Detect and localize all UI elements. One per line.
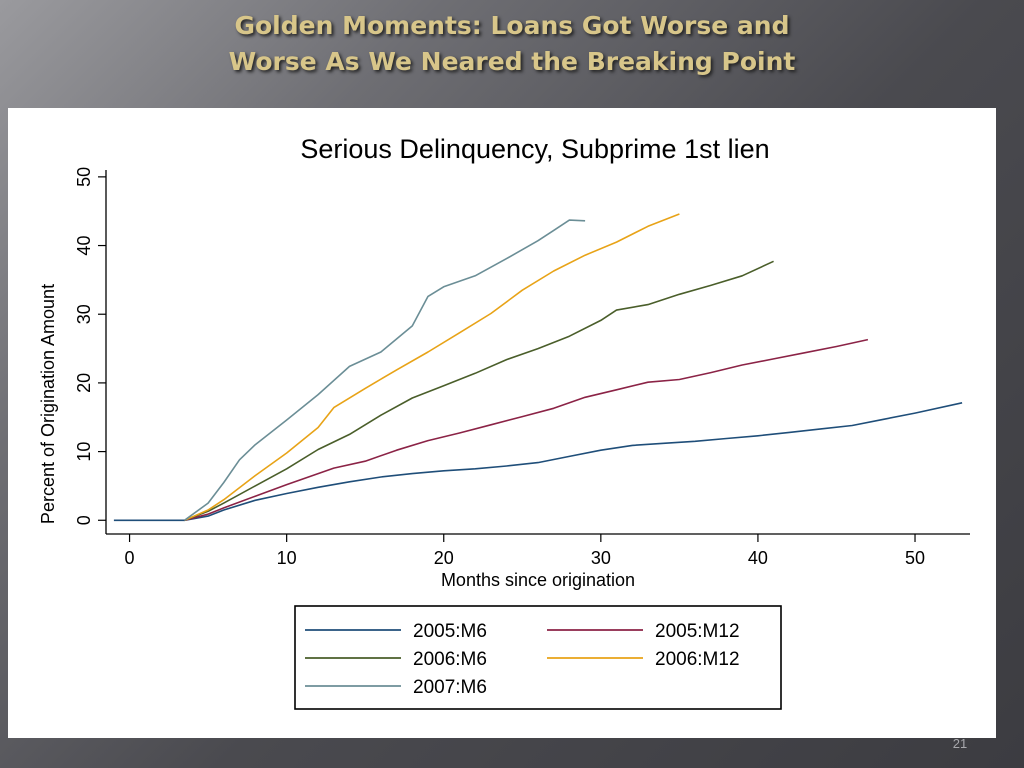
legend-label-2006-m12: 2006:M12	[655, 649, 740, 670]
y-tick-label: 30	[74, 304, 94, 324]
slide-number: 21	[952, 736, 968, 751]
series-line-2006-m12	[184, 213, 680, 522]
x-tick-label: 50	[905, 548, 925, 568]
y-tick-label: 0	[74, 515, 94, 525]
x-tick-label: 10	[277, 548, 297, 568]
slide-title-line-2: Worse As We Neared the Breaking Point	[228, 47, 796, 76]
legend-label-2005-m12: 2005:M12	[655, 621, 740, 642]
x-tick-label: 30	[591, 548, 611, 568]
y-tick-label: 50	[74, 167, 94, 187]
y-tick-label: 40	[74, 236, 94, 256]
series-lines	[113, 213, 963, 522]
legend-label-2005-m6: 2005:M6	[413, 621, 487, 642]
series-line-2005-m12	[184, 338, 869, 522]
chart-title: Serious Delinquency, Subprime 1st lien	[300, 134, 769, 164]
legend-label-2006-m6: 2006:M6	[413, 649, 487, 670]
delinquency-chart: Serious Delinquency, Subprime 1st lien P…	[38, 134, 970, 710]
y-axis-label: Percent of Origination Amount	[38, 284, 58, 524]
x-tick-label: 0	[125, 548, 135, 568]
series-line-2007-m6	[184, 219, 586, 521]
chart-panel: Serious Delinquency, Subprime 1st lien P…	[8, 108, 996, 738]
slide-title: Golden Moments: Loans Got Worse and Wors…	[0, 8, 1024, 80]
series-line-2005-m6	[113, 402, 963, 522]
series-line-2006-m6	[184, 260, 774, 522]
legend-label-2007-m6: 2007:M6	[413, 677, 487, 698]
y-tick-label: 20	[74, 373, 94, 393]
axes: 0 10 20 30 40 50 0 10 20 30 40 50	[74, 167, 970, 568]
x-tick-label: 20	[434, 548, 454, 568]
x-tick-label: 40	[748, 548, 768, 568]
legend: 2005:M6 2005:M12 2006:M6 2006:M12 2007:M6	[294, 605, 782, 710]
slide-title-line-1: Golden Moments: Loans Got Worse and	[234, 11, 790, 40]
x-axis-label: Months since origination	[441, 570, 635, 590]
y-tick-label: 10	[74, 442, 94, 462]
